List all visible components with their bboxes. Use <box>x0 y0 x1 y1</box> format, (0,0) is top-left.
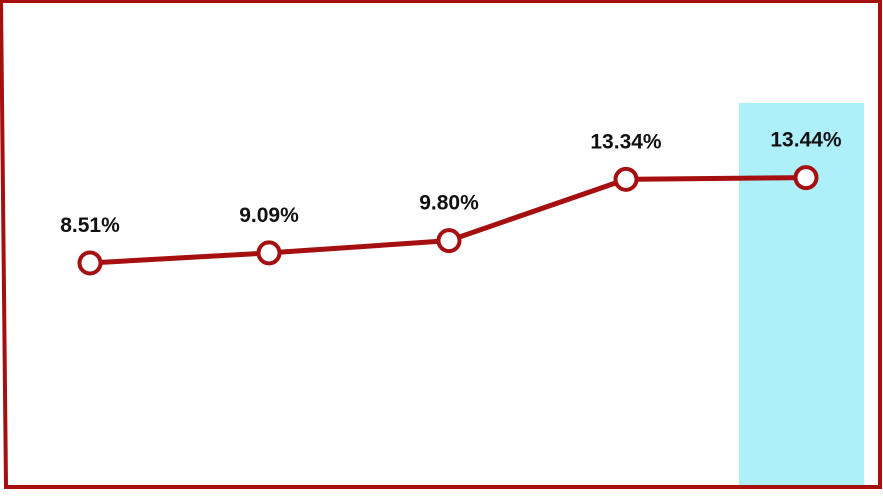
data-point-4 <box>613 166 639 192</box>
data-point-5 <box>793 165 819 191</box>
series-group <box>77 165 819 276</box>
data-point-1 <box>77 250 103 276</box>
data-label-1: 8.51% <box>60 214 120 237</box>
data-label-5: 13.44% <box>770 129 842 152</box>
data-point-2 <box>256 240 282 266</box>
highlight-column <box>739 103 864 487</box>
data-point-3 <box>436 228 462 254</box>
data-label-group: 8.51% 9.09% 9.80% 13.34% 13.44% <box>60 129 842 237</box>
data-label-3: 9.80% <box>419 192 479 215</box>
data-label-4: 13.34% <box>590 130 662 153</box>
data-label-2: 9.09% <box>239 204 299 227</box>
